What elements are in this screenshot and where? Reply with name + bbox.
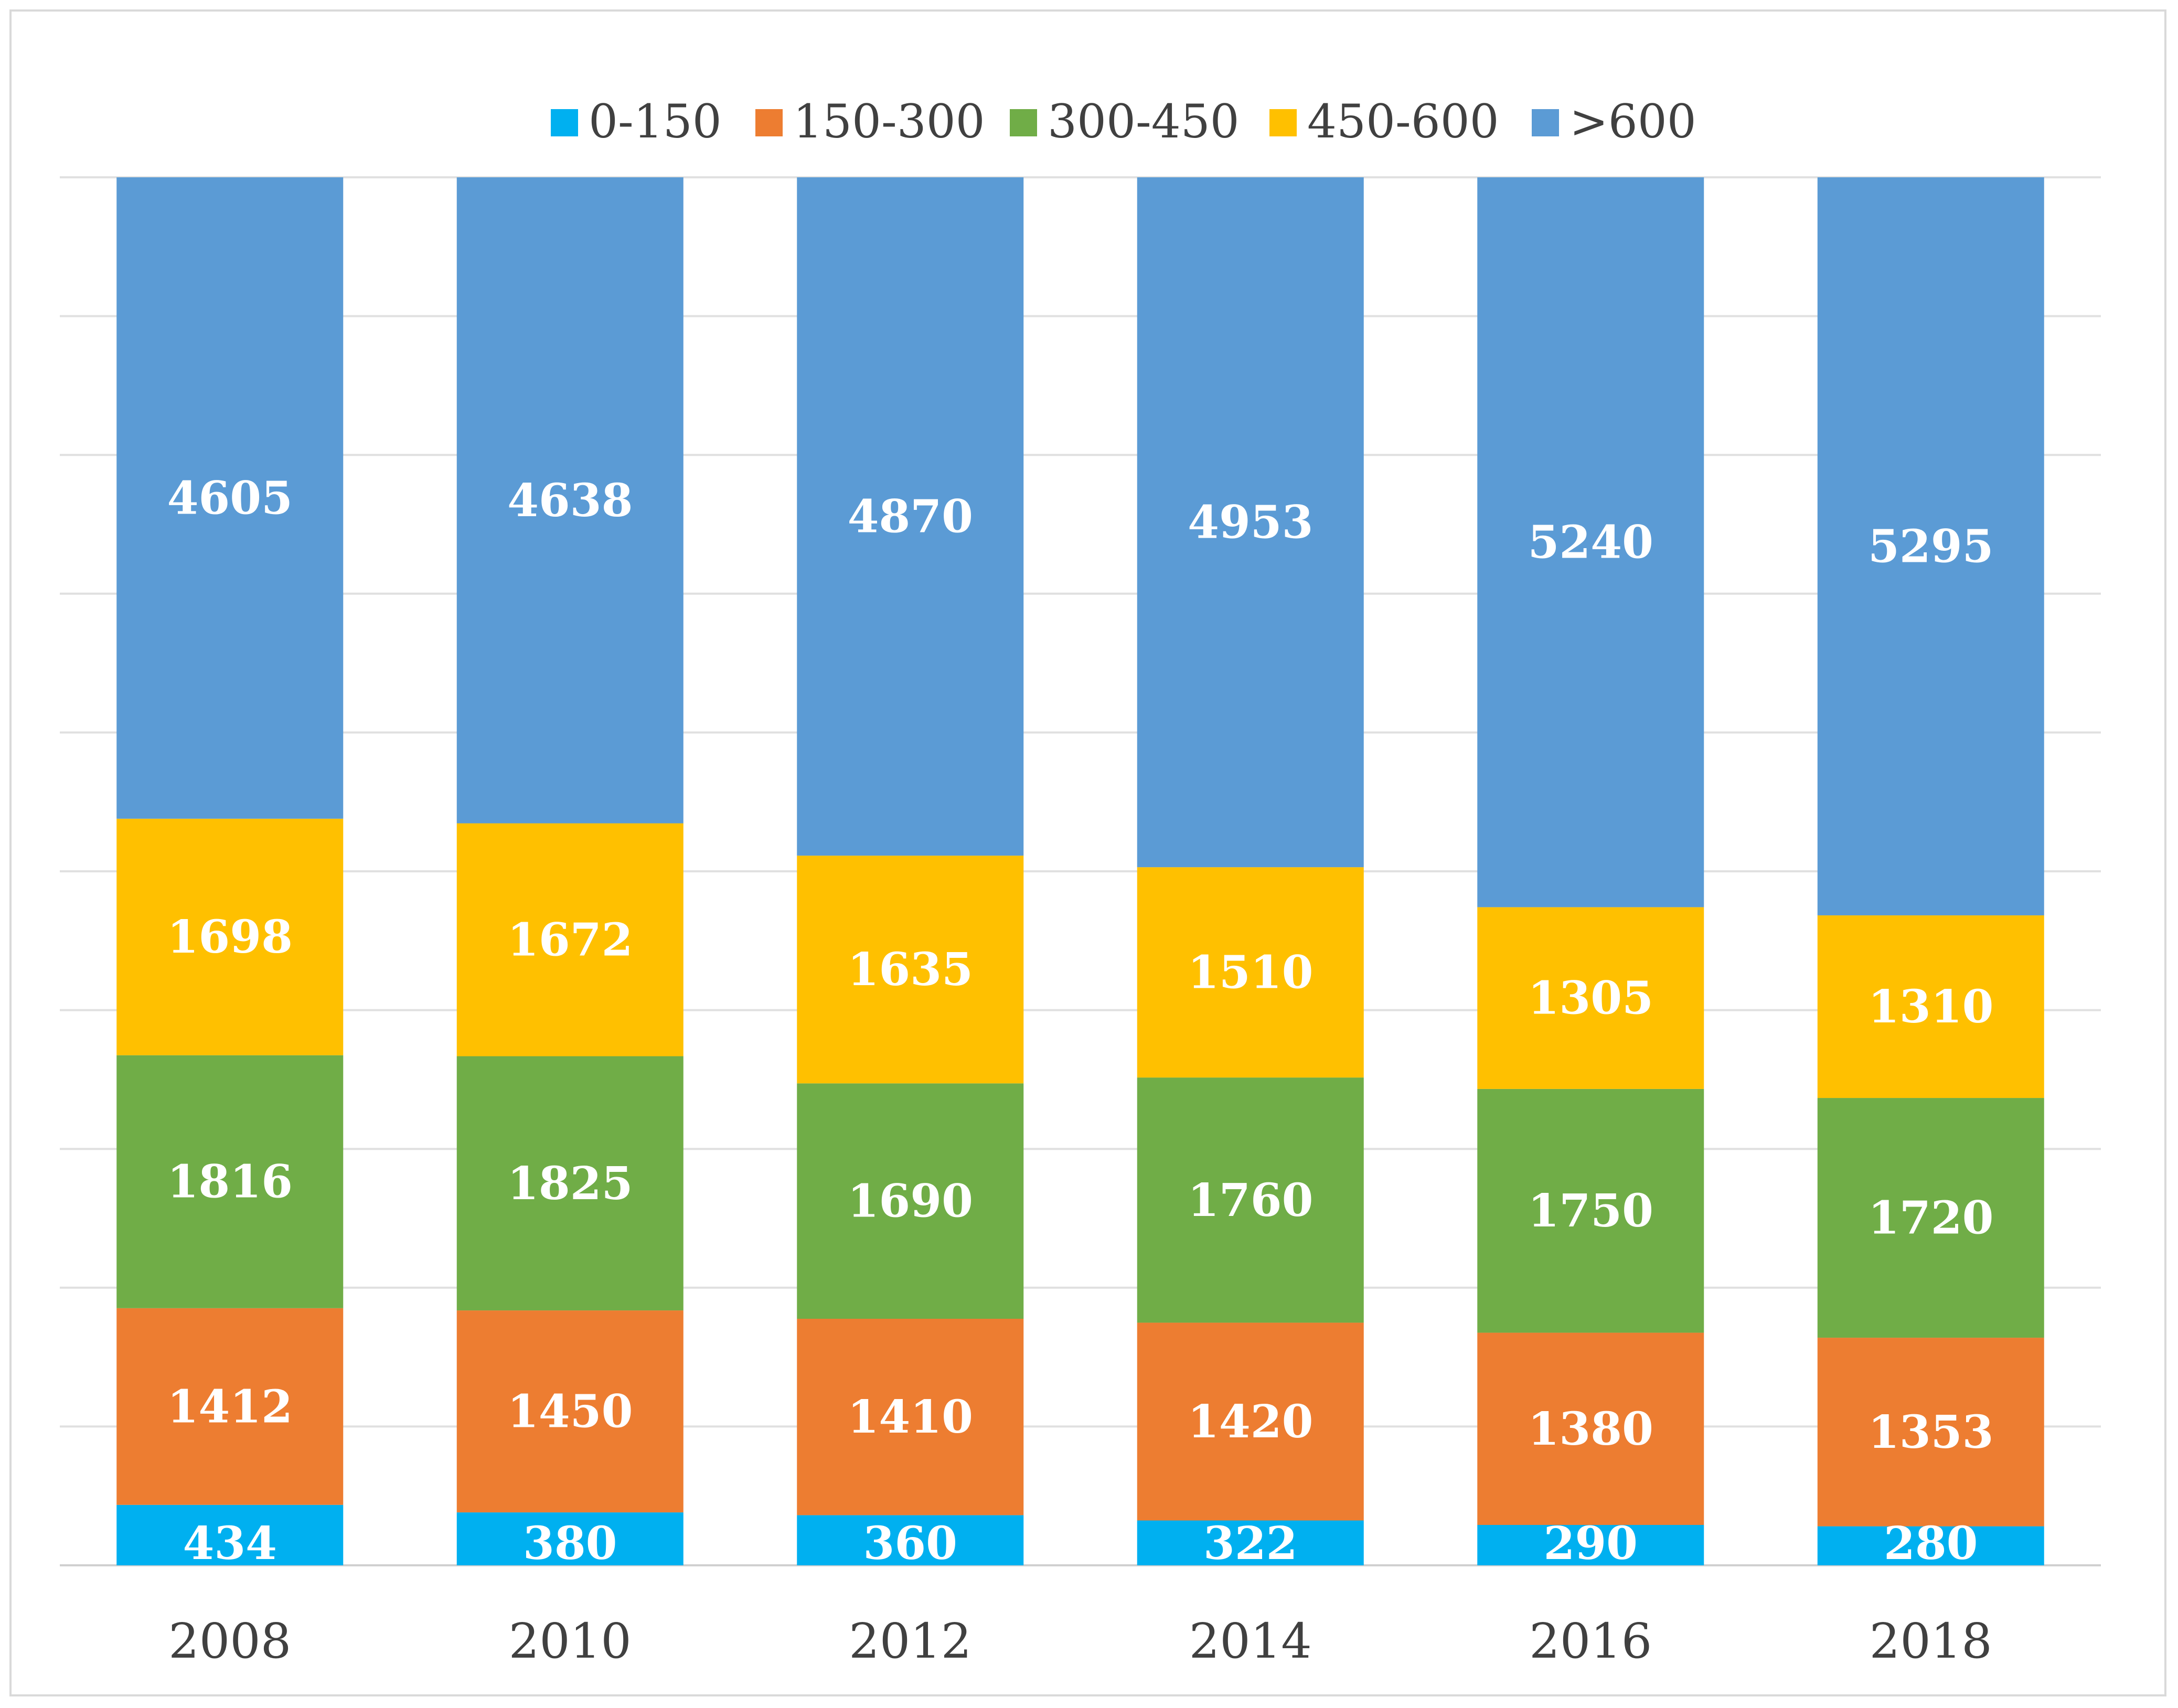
legend-item-300450: 300-450 (1010, 94, 1240, 148)
data-label: 1420 (1188, 1395, 1313, 1448)
data-label: 434 (183, 1517, 277, 1570)
data-label: 1410 (848, 1391, 973, 1444)
bar-segment-300450-2016 (1477, 1088, 1704, 1333)
bar-segment-600-2018 (1817, 177, 2044, 915)
bar-segment-150300-2010 (456, 1310, 684, 1513)
bar-segment-150300-2016 (1477, 1332, 1704, 1525)
bar-segment-150300-2014 (1137, 1322, 1364, 1521)
bar-segment-600-2008 (116, 177, 344, 819)
bars (116, 177, 2044, 1565)
data-label: 360 (863, 1517, 957, 1570)
data-label: 1816 (167, 1156, 293, 1209)
data-label: 280 (1884, 1517, 1978, 1570)
data-label: 1720 (1868, 1192, 1993, 1245)
data-label: 5295 (1868, 520, 1993, 573)
bar-segment-150300-2012 (797, 1319, 1024, 1515)
data-label: 1353 (1868, 1406, 1993, 1459)
data-label: 1305 (1528, 972, 1653, 1025)
x-tick-label: 2008 (168, 1613, 291, 1669)
x-tick-label: 2014 (1189, 1613, 1312, 1669)
data-label: 1750 (1528, 1184, 1653, 1237)
chart-frame (9, 9, 2166, 1696)
bar-segment-450600-2016 (1477, 907, 1704, 1089)
data-label: 1510 (1188, 946, 1313, 999)
legend-swatch (551, 109, 578, 136)
bar-segment-450600-2014 (1137, 867, 1364, 1078)
bar-segment-300450-2008 (116, 1055, 344, 1308)
legend-swatch (1269, 109, 1297, 136)
x-tick-label: 2016 (1529, 1613, 1652, 1669)
bar-segment-300450-2012 (797, 1083, 1024, 1319)
bar-segment-450600-2008 (116, 818, 344, 1055)
data-label: 1760 (1188, 1174, 1313, 1227)
bar-segment-0150-2008 (116, 1504, 344, 1565)
data-labels: 434 1412 1816 1698 4605 380 1450 1825 1672 4638 36… (167, 472, 1994, 1570)
data-label: 1672 (507, 914, 633, 967)
data-label: 5240 (1528, 516, 1653, 569)
gridlines (60, 176, 2101, 1566)
data-label: 1450 (507, 1385, 633, 1438)
bar-segment-300450-2018 (1817, 1098, 2044, 1338)
bar-segment-300450-2014 (1137, 1077, 1364, 1323)
bar-segment-0150-2018 (1817, 1526, 2044, 1565)
legend-label: 300-450 (1048, 94, 1240, 148)
data-label: 1412 (167, 1380, 293, 1433)
bar-segment-600-2014 (1137, 177, 1364, 868)
data-label: 4953 (1188, 496, 1313, 549)
bar-segment-300450-2010 (456, 1056, 684, 1311)
data-label: 1825 (507, 1157, 633, 1210)
data-label: 1690 (848, 1175, 973, 1228)
data-label: 4638 (507, 474, 633, 527)
legend-item-600: >600 (1532, 94, 1696, 148)
legend-label: 0-150 (589, 94, 722, 148)
legend-item-450600: 450-600 (1269, 94, 1499, 148)
x-tick-label: 2010 (509, 1613, 632, 1669)
bar-segment-450600-2012 (797, 856, 1024, 1084)
data-label: 290 (1543, 1517, 1638, 1570)
legend: 0-150 150-300 300-450 450-600 >600 (551, 94, 1696, 148)
x-tick-label: 2012 (849, 1613, 971, 1669)
bar-segment-450600-2010 (456, 823, 684, 1056)
legend-swatch (1010, 109, 1037, 136)
bar-segment-150300-2018 (1817, 1338, 2044, 1526)
legend-swatch (755, 109, 783, 136)
data-label: 380 (523, 1517, 617, 1570)
bar-segment-600-2010 (456, 177, 684, 824)
bar-segment-0150-2012 (797, 1515, 1024, 1565)
bar-segment-450600-2018 (1817, 915, 2044, 1098)
bar-segment-600-2012 (797, 177, 1024, 856)
data-label: 4605 (167, 472, 293, 525)
legend-label: >600 (1570, 94, 1696, 148)
data-label: 1698 (167, 911, 293, 964)
bar-segment-150300-2008 (116, 1308, 344, 1505)
legend-label: 150-300 (793, 94, 985, 148)
legend-label: 450-600 (1307, 94, 1499, 148)
x-tick-label: 2018 (1870, 1613, 1992, 1669)
legend-item-0150: 0-150 (551, 94, 722, 148)
bar-segment-600-2016 (1477, 177, 1704, 908)
data-label: 322 (1203, 1517, 1298, 1570)
data-label: 1310 (1868, 980, 1993, 1033)
bar-segment-0150-2010 (456, 1512, 684, 1565)
data-label: 1635 (848, 943, 973, 996)
x-axis: 2008 2010 2012 2014 2016 2018 (168, 1613, 1992, 1669)
legend-swatch (1532, 109, 1559, 136)
bar-segment-0150-2016 (1477, 1524, 1704, 1565)
legend-item-150300: 150-300 (755, 94, 985, 148)
data-label: 4870 (848, 490, 973, 543)
data-label: 1380 (1528, 1403, 1653, 1456)
bar-segment-0150-2014 (1137, 1520, 1364, 1565)
